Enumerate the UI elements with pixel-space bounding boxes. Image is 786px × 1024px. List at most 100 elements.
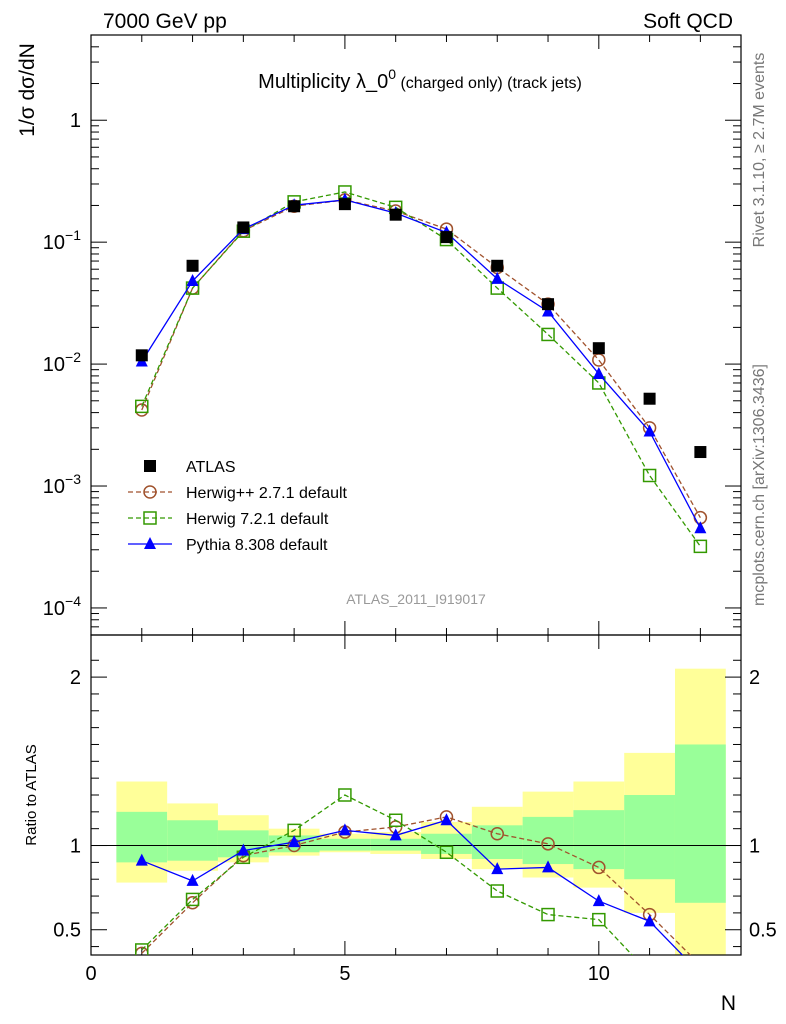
main-point [338, 198, 351, 211]
ratio-y-tick-label: 0.5 [53, 920, 81, 942]
legend-marker [143, 485, 157, 499]
ratio-point [490, 884, 504, 898]
ratio-band-green [471, 825, 523, 859]
main-point [135, 399, 149, 414]
main-point [135, 349, 148, 362]
header-left: 7000 GeV pp [103, 10, 227, 33]
main-point [186, 274, 199, 287]
ratio-series-line [141, 794, 634, 955]
main-point [693, 539, 708, 554]
ratio-band-green [573, 810, 625, 870]
ratio-y-tick-label: 2 [70, 667, 81, 689]
main-point [237, 221, 250, 234]
ratio-point [338, 788, 352, 802]
main-point [642, 468, 657, 483]
ratio-series-line [141, 816, 692, 955]
main-panel: 1 10−1 10−2 10−3 10−4 1/σ dσ/dN Multiplicity λ… [16, 34, 742, 955]
ratio-point [237, 843, 250, 856]
main-point [694, 446, 707, 459]
header-right: Soft QCD [643, 10, 733, 33]
ratio-point [644, 968, 656, 980]
x-axis-label: N [721, 992, 736, 1015]
main-point [592, 353, 606, 367]
main-point [440, 231, 453, 244]
y-tick-label: 10−1 [43, 227, 81, 254]
ratio-point [694, 967, 706, 979]
y-tick-label: 10−3 [43, 471, 81, 498]
ratio-series-1 [135, 788, 706, 991]
ratio-band-green [421, 833, 472, 854]
legend-label: Pythia 8.308 default [186, 537, 328, 554]
ratio-band-green [319, 838, 371, 851]
y-axis-label: 1/σ dσ/dN [16, 43, 39, 137]
ratio-point [439, 845, 454, 860]
ratio-point [389, 828, 402, 841]
legend-label: ATLAS [186, 459, 236, 476]
ratio-band-green [624, 795, 675, 880]
ratio-point [541, 907, 555, 922]
main-point [592, 366, 605, 379]
x-tick-label: 10 [588, 963, 610, 985]
x-tick-label: 0 [85, 963, 96, 985]
ratio-series-line [141, 819, 684, 955]
ratio-point [491, 862, 504, 875]
main-point [491, 271, 504, 284]
rivet-label: Rivet 3.1.10, ≥ 2.7M events [751, 53, 768, 248]
chart-title: Multiplicity λ_00 (charged only) (track … [258, 66, 582, 93]
main-series-line [141, 191, 701, 547]
ratio-y-tick-label: 1 [70, 836, 81, 858]
ratio-point [592, 860, 606, 875]
ratio-series-2 [135, 813, 706, 979]
main-series-line [141, 199, 701, 529]
ratio-band-green [167, 820, 218, 861]
main-point [288, 200, 301, 213]
main-point [186, 259, 199, 272]
ratio-y-tick-label-right: 0.5 [749, 920, 777, 942]
ratio-point [288, 835, 301, 848]
ratio-band-green [370, 838, 422, 851]
legend-label: Herwig++ 2.7.1 default [186, 485, 348, 502]
y-tick-label: 1 [70, 110, 81, 132]
main-point [643, 392, 656, 405]
ratio-point [592, 912, 606, 927]
ratio-point [440, 813, 453, 826]
ratio-point [643, 914, 656, 927]
ratio-point [185, 892, 200, 907]
ratio-y-tick-label-right: 2 [749, 667, 760, 689]
legend-marker [144, 460, 156, 472]
legend-marker [144, 537, 156, 549]
ratio-point [186, 873, 199, 886]
main-point [592, 342, 605, 355]
y-tick-label: 10−2 [43, 349, 81, 376]
main-series-0 [135, 198, 707, 459]
legend-marker [143, 511, 157, 525]
main-point [542, 298, 555, 311]
main-point [389, 208, 402, 221]
ratio-point [592, 894, 605, 907]
ratio-point [135, 853, 148, 866]
mcplots-label: mcplots.cern.ch [arXiv:1306.3436] [751, 364, 768, 606]
y-tick-label: 10−4 [43, 593, 81, 620]
ratio-point [542, 860, 555, 873]
ratio-point [541, 837, 555, 851]
ratio-point [338, 823, 351, 836]
ratio-band-green [674, 744, 726, 903]
ratio-point [135, 943, 149, 955]
ratio-y-tick-label-right: 1 [749, 836, 760, 858]
main-point [643, 424, 656, 437]
ratio-point [490, 826, 504, 841]
ratio-point [694, 959, 706, 971]
analysis-watermark: ATLAS_2011_I919017 [346, 591, 486, 607]
ratio-panel: 0 5 10 N 0.5 0.5 1 1 2 2 Ratio to ATLAS [23, 634, 777, 1015]
main-point [541, 327, 555, 342]
main-point [542, 304, 555, 317]
legend-label: Herwig 7.2.1 default [186, 511, 329, 528]
ratio-y-axis-label: Ratio to ATLAS [23, 744, 40, 845]
ratio-point [388, 813, 403, 828]
x-tick-label: 5 [339, 963, 350, 985]
ratio-point [694, 979, 706, 991]
main-point [694, 521, 707, 534]
main-series-3 [135, 192, 707, 534]
main-point [491, 259, 504, 272]
